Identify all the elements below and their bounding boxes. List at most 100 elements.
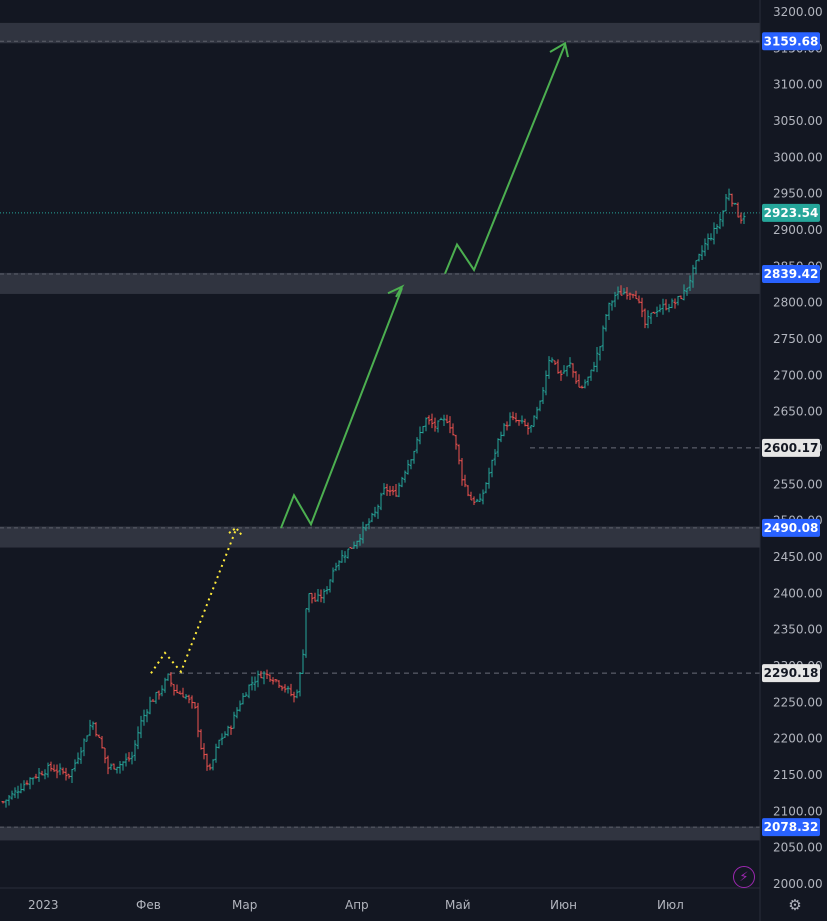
y-tick-label: 2200.00 <box>773 732 823 746</box>
ohlc-bar <box>481 489 485 505</box>
ohlc-bar <box>28 777 32 790</box>
ohlc-bar <box>217 739 221 749</box>
ohlc-bar <box>643 308 647 329</box>
ohlc-bar <box>658 304 662 313</box>
y-tick-label: 2400.00 <box>773 586 823 600</box>
ohlc-bar <box>361 521 365 544</box>
ohlc-bar <box>184 693 188 700</box>
ohlc-bar <box>400 476 404 488</box>
ohlc-bar <box>124 753 128 767</box>
ohlc-bar <box>691 264 695 288</box>
ohlc-bar <box>280 685 284 691</box>
ohlc-bar <box>679 295 683 300</box>
ohlc-bar <box>418 426 422 445</box>
ohlc-bar <box>337 560 341 571</box>
ohlc-bar <box>454 434 458 450</box>
ohlc-bar <box>70 768 74 783</box>
price-label: 3159.68 <box>762 32 820 51</box>
ohlc-bar <box>739 212 743 224</box>
ohlc-bar <box>295 689 299 699</box>
y-tick-label: 2450.00 <box>773 550 823 564</box>
projection-arrow-1 <box>280 287 403 529</box>
ohlc-bar <box>118 761 122 774</box>
ohlc-bar <box>202 743 206 760</box>
level-zone <box>0 272 760 294</box>
ohlc-bar <box>640 297 644 318</box>
ohlc-bar <box>469 491 473 501</box>
ohlc-bar <box>424 417 428 432</box>
ohlc-bar <box>241 693 245 705</box>
ohlc-bar <box>25 780 29 786</box>
price-label: 2600.17 <box>762 438 820 457</box>
ohlc-bar <box>40 770 44 776</box>
ohlc-bar <box>607 302 611 321</box>
ohlc-bar <box>442 414 446 427</box>
ohlc-bar <box>352 541 356 549</box>
ohlc-bar <box>214 743 218 763</box>
ohlc-bar <box>46 762 50 778</box>
ohlc-bar <box>139 715 143 739</box>
ohlc-bar <box>91 721 95 730</box>
lightning-icon[interactable]: ⚡ <box>733 866 755 888</box>
ohlc-bar <box>715 224 719 234</box>
ohlc-bar <box>610 300 614 311</box>
ohlc-bar <box>553 360 557 365</box>
ohlc-bar <box>700 245 704 260</box>
ohlc-bar <box>520 415 524 424</box>
ohlc-bar <box>490 459 494 478</box>
ohlc-bar <box>619 285 623 296</box>
ohlc-bar <box>589 369 593 381</box>
y-tick-label: 2150.00 <box>773 768 823 782</box>
ohlc-bar <box>235 707 239 719</box>
ohlc-bar <box>274 679 278 683</box>
ohlc-bar <box>466 485 470 497</box>
ohlc-bar <box>256 670 260 688</box>
ohlc-bar <box>244 692 248 697</box>
ohlc-bar <box>487 467 491 489</box>
ohlc-bar <box>670 298 674 309</box>
ohlc-bar <box>457 444 461 465</box>
ohlc-bar <box>382 483 386 495</box>
ohlc-bar <box>706 233 710 250</box>
ohlc-bar <box>292 691 296 703</box>
ohlc-bar <box>622 288 626 295</box>
ohlc-bar <box>586 376 590 386</box>
ohlc-bar <box>238 700 242 712</box>
ohlc-bar <box>289 683 293 697</box>
ohlc-bar <box>31 777 35 785</box>
ohlc-bar <box>253 676 257 691</box>
ohlc-bar <box>502 423 506 437</box>
ohlc-bar <box>22 780 26 792</box>
ohlc-bar <box>82 738 86 757</box>
ohlc-bar <box>496 438 500 457</box>
zones-layer <box>0 22 760 841</box>
ohlc-bar <box>103 747 107 764</box>
ohlc-bar <box>13 787 17 799</box>
ohlc-bar <box>49 761 53 772</box>
ohlc-bar <box>166 673 170 681</box>
price-label-box <box>762 438 820 457</box>
ohlc-bar <box>448 416 452 434</box>
y-tick-label: 3200.00 <box>773 5 823 19</box>
ohlc-bar <box>523 418 527 427</box>
ohlc-bar <box>340 550 344 563</box>
time-axis: 2023 Фев Мар Апр Май Июн Июл <box>0 887 760 912</box>
ohlc-bar <box>187 694 191 704</box>
ohlc-bar <box>127 752 131 762</box>
gear-icon[interactable]: ⚙ <box>788 896 802 914</box>
ohlc-bar <box>436 420 440 433</box>
ohlc-bar <box>376 504 380 519</box>
y-tick-label: 2550.00 <box>773 477 823 491</box>
ohlc-bar <box>259 670 263 679</box>
ohlc-bar <box>343 551 347 563</box>
ohlc-bar <box>88 719 92 736</box>
ohlc-bar <box>538 400 542 412</box>
ohlc-bar <box>550 357 554 363</box>
ohlc-bar <box>328 579 332 593</box>
ohlc-bar <box>391 485 395 496</box>
ohlc-bar <box>688 275 692 291</box>
ohlc-bar <box>562 365 566 374</box>
ohlc-bar <box>598 346 602 361</box>
